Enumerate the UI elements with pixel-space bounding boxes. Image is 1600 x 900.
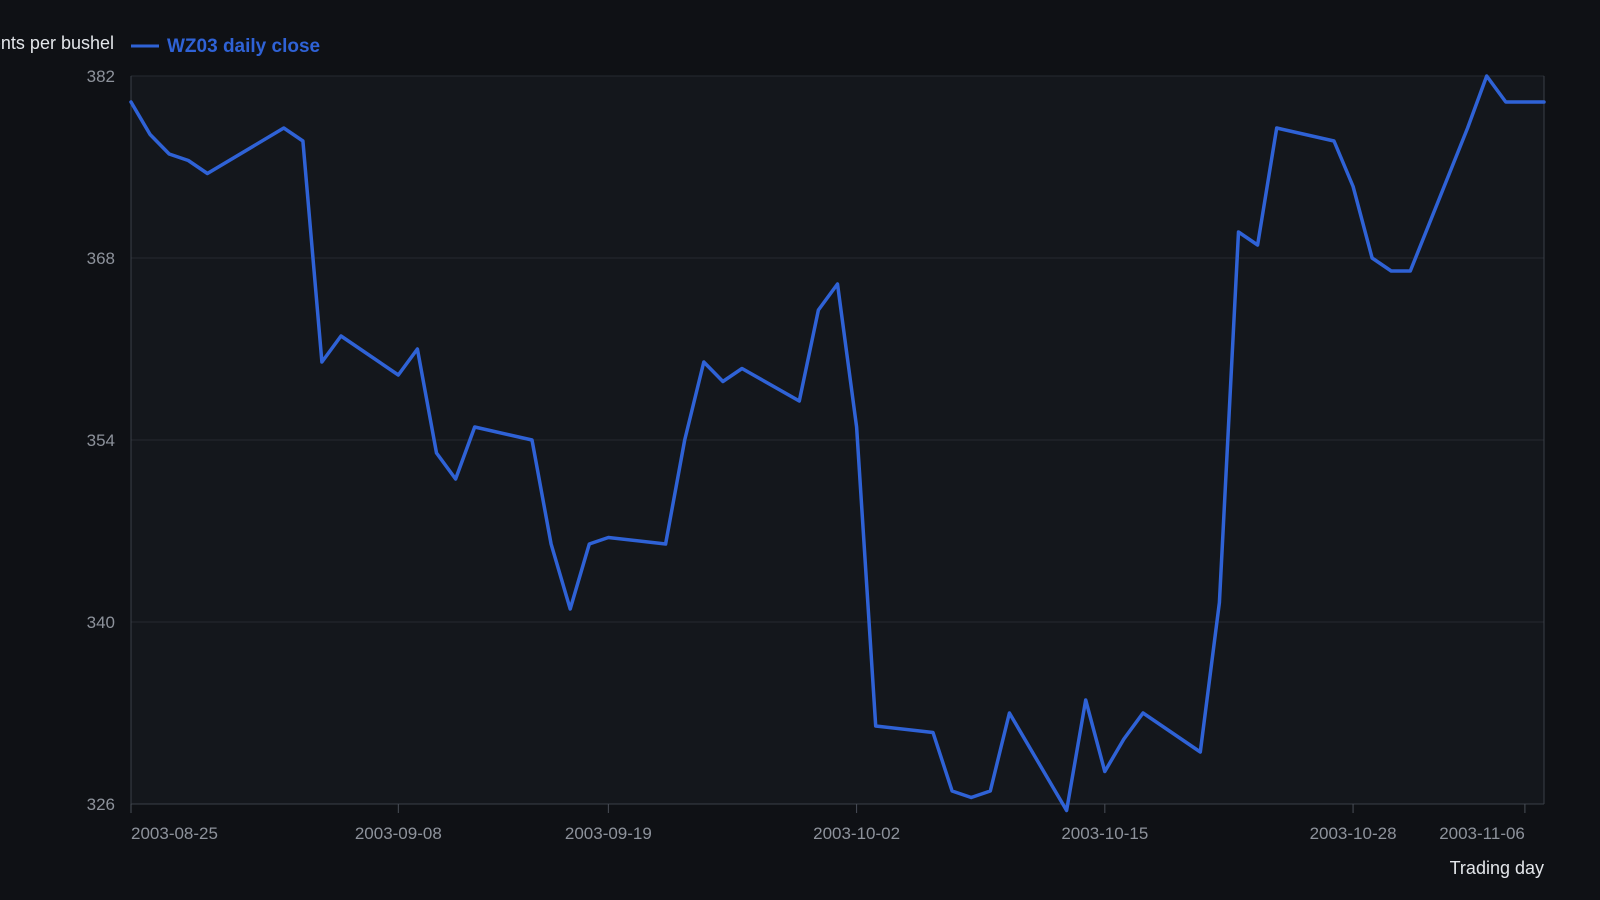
- x-tick-label: 2003-10-15: [1061, 824, 1148, 843]
- data-point: [415, 347, 419, 351]
- y-tick-label: 340: [87, 613, 115, 632]
- data-point: [1256, 243, 1260, 247]
- data-point: [396, 373, 400, 377]
- y-tick-label: 382: [87, 67, 115, 86]
- data-point: [129, 100, 133, 104]
- data-point: [664, 542, 668, 546]
- data-point: [606, 536, 610, 540]
- data-point: [816, 308, 820, 312]
- data-point: [1504, 100, 1508, 104]
- data-point: [683, 438, 687, 442]
- data-point: [988, 789, 992, 793]
- x-tick-label: 2003-11-06: [1439, 824, 1525, 843]
- y-tick-label: 326: [87, 795, 115, 814]
- data-point: [1389, 269, 1393, 273]
- data-point: [1466, 126, 1470, 130]
- data-point: [1485, 74, 1489, 78]
- data-point: [931, 731, 935, 735]
- series-group: [129, 74, 1546, 813]
- data-point: [702, 360, 706, 364]
- data-point: [167, 152, 171, 156]
- data-point: [740, 367, 744, 371]
- data-point: [1408, 269, 1412, 273]
- data-point: [1370, 256, 1374, 260]
- data-point: [855, 425, 859, 429]
- data-point: [549, 542, 553, 546]
- data-point: [148, 133, 152, 137]
- x-tick-label: 2003-10-28: [1310, 824, 1397, 843]
- data-point: [1542, 100, 1546, 104]
- data-point: [435, 451, 439, 455]
- data-point: [1217, 601, 1221, 605]
- data-point: [1275, 126, 1279, 130]
- series-line-wz03: [129, 74, 1546, 813]
- data-point: [1065, 809, 1069, 813]
- y-axis-label: Cents per bushel: [0, 33, 114, 53]
- data-point: [473, 425, 477, 429]
- data-point: [186, 159, 190, 163]
- data-point: [301, 139, 305, 143]
- data-point: [1084, 698, 1088, 702]
- legend-label-wz03: WZ03 daily close: [167, 36, 320, 57]
- data-point: [836, 282, 840, 286]
- x-tick-label: 2003-09-19: [565, 824, 652, 843]
- data-point: [874, 724, 878, 728]
- x-tick-label: 2003-10-02: [813, 824, 900, 843]
- data-point: [587, 542, 591, 546]
- x-tick-label: 2003-09-08: [355, 824, 442, 843]
- axes: [130, 76, 1545, 813]
- data-point: [721, 380, 725, 384]
- data-point: [1351, 185, 1355, 189]
- data-point: [282, 126, 286, 130]
- legend[interactable]: WZ03 daily close: [131, 36, 320, 57]
- data-point: [1122, 737, 1126, 741]
- data-point: [454, 477, 458, 481]
- data-point: [205, 172, 209, 176]
- data-point: [1236, 230, 1240, 234]
- x-tick-label: 2003-08-25: [131, 824, 218, 843]
- data-point: [530, 438, 534, 442]
- data-point: [1523, 100, 1527, 104]
- data-point: [1198, 750, 1202, 754]
- data-point: [1007, 711, 1011, 715]
- data-point: [1332, 139, 1336, 143]
- tick-labels: 326 340 354 368 382 2003-08-25 2003-09-08 2003-…: [87, 67, 1525, 843]
- data-point: [320, 360, 324, 364]
- data-point: [969, 796, 973, 800]
- data-point: [1141, 711, 1145, 715]
- y-tick-label: 368: [87, 249, 115, 268]
- data-point: [339, 334, 343, 338]
- x-axis-label: Trading day: [1450, 858, 1544, 878]
- data-point: [568, 607, 572, 611]
- data-point: [797, 399, 801, 403]
- y-tick-label: 354: [87, 431, 115, 450]
- data-point: [950, 789, 954, 793]
- data-point: [1103, 770, 1107, 774]
